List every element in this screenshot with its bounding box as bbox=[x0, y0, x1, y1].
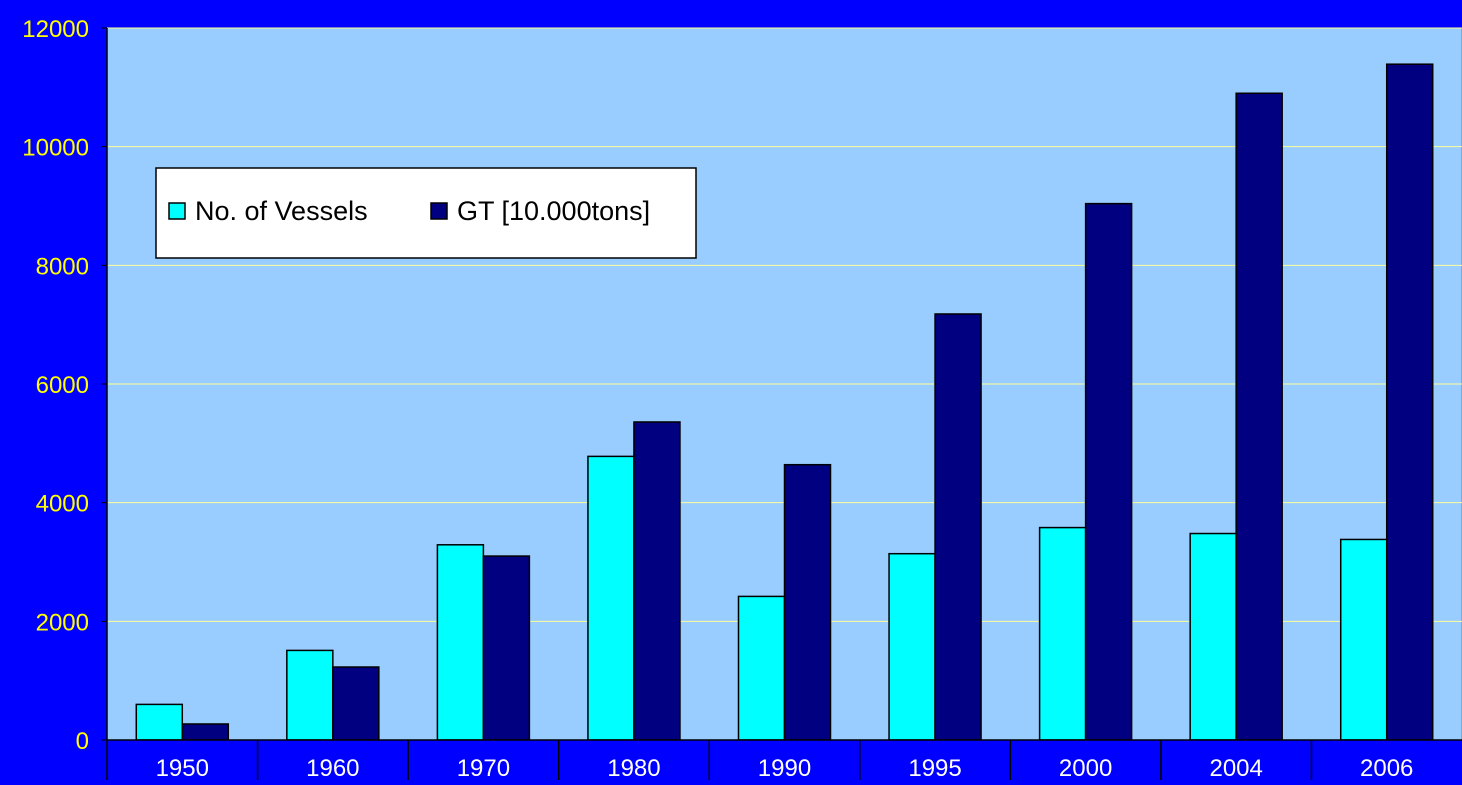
y-tick-label: 10000 bbox=[22, 135, 89, 162]
bar-vessels bbox=[1339, 538, 1388, 741]
y-tick-label: 4000 bbox=[36, 491, 89, 518]
y-tick-label: 8000 bbox=[36, 253, 89, 280]
bar-vessels bbox=[436, 544, 485, 741]
bar-vessels bbox=[135, 703, 184, 741]
x-tick-label: 1960 bbox=[306, 755, 359, 780]
bar-vessels bbox=[1189, 532, 1237, 741]
bar-gt bbox=[633, 421, 681, 741]
bar-gt bbox=[482, 555, 531, 741]
x-tick-label: 1950 bbox=[156, 755, 209, 780]
bar-vessels bbox=[587, 455, 635, 741]
bar-gt bbox=[783, 463, 832, 741]
bar-gt bbox=[1235, 92, 1283, 741]
bar-gt bbox=[934, 313, 982, 741]
bar-gt bbox=[181, 723, 230, 741]
bar-gt bbox=[1084, 202, 1133, 741]
legend-label-vessels: No. of Vessels bbox=[195, 196, 368, 226]
x-tick-label: 1980 bbox=[607, 755, 660, 780]
x-tick-label: 1970 bbox=[457, 755, 510, 780]
legend-swatch-gt bbox=[430, 202, 448, 220]
x-tick-label: 2006 bbox=[1360, 755, 1413, 780]
y-tick-label: 6000 bbox=[36, 372, 89, 399]
bar-gt bbox=[1385, 63, 1434, 741]
x-axis-band bbox=[107, 740, 1462, 780]
y-tick-label: 12000 bbox=[22, 16, 89, 43]
legend: No. of Vessels GT [10.000tons] bbox=[155, 167, 697, 259]
x-tick-label: 1990 bbox=[758, 755, 811, 780]
axes: 0 2000 4000 6000 8000 10000 12000 1950 1960 1970 1… bbox=[22, 16, 1462, 782]
bar-vessels bbox=[1038, 526, 1087, 741]
bar-vessels bbox=[286, 649, 334, 741]
bar-vessels bbox=[888, 552, 936, 741]
x-tick-label: 2004 bbox=[1209, 755, 1262, 780]
bar-vessels bbox=[737, 595, 786, 741]
bars bbox=[135, 63, 1434, 741]
x-tick-label: 1995 bbox=[908, 755, 961, 780]
legend-swatch-vessels bbox=[168, 202, 186, 220]
legend-box bbox=[155, 167, 697, 259]
x-tick-label: 2000 bbox=[1059, 755, 1112, 780]
y-tick-label: 0 bbox=[76, 728, 89, 755]
legend-label-gt: GT [10.000tons] bbox=[457, 196, 650, 226]
bar-gt bbox=[332, 666, 380, 741]
y-tick-label: 2000 bbox=[36, 609, 89, 636]
